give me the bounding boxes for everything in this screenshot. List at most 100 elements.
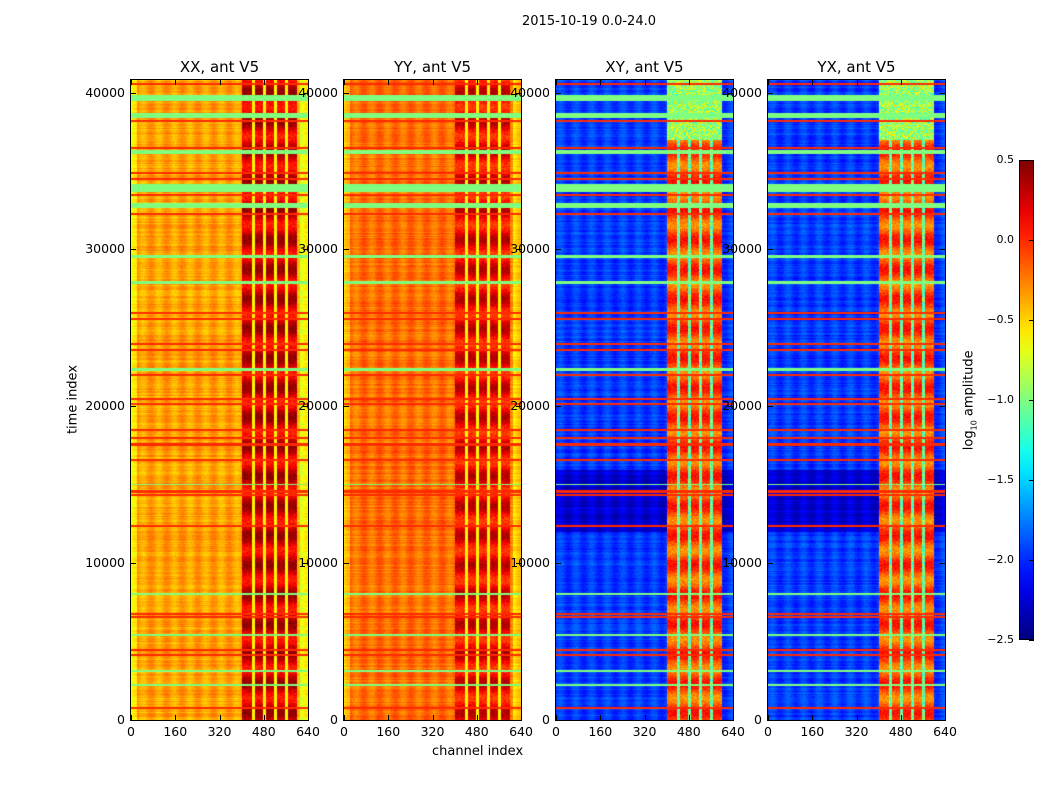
y-tick-label: 10000 xyxy=(722,555,762,571)
y-tick xyxy=(344,406,349,408)
y-tick xyxy=(768,92,773,94)
panel-title: XY, ant V5 xyxy=(605,58,684,76)
y-tick xyxy=(131,92,136,94)
x-tick xyxy=(600,715,602,720)
y-tick-label: 0 xyxy=(330,712,338,727)
heatmap-panel xyxy=(767,79,946,721)
x-tick-label: 0 xyxy=(552,724,560,739)
y-tick xyxy=(344,563,349,565)
x-tick xyxy=(812,715,814,720)
y-tick xyxy=(940,563,945,565)
heatmap-panel xyxy=(130,79,309,721)
colorbar-tick xyxy=(1029,400,1034,401)
y-tick xyxy=(940,92,945,94)
x-tick-label: 160 xyxy=(588,724,613,739)
x-tick-label: 640 xyxy=(721,724,745,739)
y-tick xyxy=(768,563,773,565)
y-tick xyxy=(303,249,308,251)
y-tick-label: 20000 xyxy=(298,398,338,414)
x-tick xyxy=(688,80,690,85)
y-tick xyxy=(768,720,773,721)
y-tick xyxy=(940,406,945,408)
x-tick xyxy=(644,715,646,720)
x-tick xyxy=(856,80,858,85)
x-tick-label: 480 xyxy=(251,724,276,739)
y-tick xyxy=(303,406,308,408)
colorbar-tick xyxy=(1029,640,1034,641)
heatmap-image xyxy=(344,80,521,720)
colorbar-tick-label: 0.5 xyxy=(996,153,1015,166)
y-tick xyxy=(303,92,308,94)
x-tick-label: 480 xyxy=(888,724,913,739)
x-tick xyxy=(263,715,265,720)
x-tick xyxy=(733,715,734,720)
x-tick xyxy=(131,715,132,720)
y-tick xyxy=(516,249,521,251)
y-tick xyxy=(556,249,561,251)
x-tick-label: 640 xyxy=(509,724,533,739)
x-tick-label: 480 xyxy=(464,724,489,739)
x-tick xyxy=(263,80,265,85)
heatmap-image xyxy=(131,80,308,720)
y-tick-label: 40000 xyxy=(298,84,338,100)
colorbar-tick-label: −1.5 xyxy=(987,473,1014,486)
colorbar-tick-label: −2.5 xyxy=(987,633,1014,646)
y-tick-label: 30000 xyxy=(85,241,125,257)
x-tick-label: 160 xyxy=(800,724,825,739)
colorbar-tick-label: −0.5 xyxy=(987,313,1014,326)
x-tick xyxy=(900,80,902,85)
x-tick xyxy=(600,80,602,85)
x-tick xyxy=(344,715,345,720)
y-tick xyxy=(344,720,349,721)
y-tick xyxy=(728,720,733,721)
colorbar-label: log10 amplitude xyxy=(961,350,979,451)
y-tick xyxy=(940,249,945,251)
y-tick-label: 30000 xyxy=(298,241,338,257)
colorbar-tick-label: 0.0 xyxy=(996,233,1015,246)
y-tick-label: 20000 xyxy=(722,398,762,414)
x-tick xyxy=(521,80,522,85)
y-tick xyxy=(303,563,308,565)
y-tick-label: 0 xyxy=(117,712,125,727)
x-tick-label: 0 xyxy=(127,724,135,739)
panel-title: XX, ant V5 xyxy=(179,58,260,76)
heatmap-image xyxy=(768,80,945,720)
y-tick xyxy=(516,720,521,721)
x-tick xyxy=(945,715,946,720)
x-tick-label: 480 xyxy=(676,724,701,739)
y-tick-label: 10000 xyxy=(298,555,338,571)
x-tick-label: 640 xyxy=(933,724,957,739)
y-tick xyxy=(131,563,136,565)
y-tick xyxy=(303,720,308,721)
x-axis-label: channel index xyxy=(432,744,524,759)
y-tick xyxy=(516,406,521,408)
x-tick-label: 0 xyxy=(340,724,348,739)
x-tick xyxy=(556,80,557,85)
y-tick xyxy=(516,563,521,565)
x-tick xyxy=(812,80,814,85)
x-tick xyxy=(900,715,902,720)
colorbar-tick-label: −2.0 xyxy=(987,553,1014,566)
y-tick-label: 0 xyxy=(754,712,762,727)
x-tick-label: 320 xyxy=(844,724,869,739)
y-axis-label: time index xyxy=(65,364,81,435)
colorbar-tick xyxy=(1029,160,1034,161)
y-tick xyxy=(768,249,773,251)
y-tick-label: 0 xyxy=(542,712,550,727)
x-tick xyxy=(308,715,309,720)
x-tick-label: 320 xyxy=(632,724,657,739)
x-tick-label: 0 xyxy=(764,724,772,739)
colorbar-tick xyxy=(1029,560,1034,561)
y-tick xyxy=(768,406,773,408)
x-tick-label: 320 xyxy=(420,724,445,739)
heatmap-panel xyxy=(343,79,522,721)
x-tick-label: 160 xyxy=(163,724,188,739)
y-tick xyxy=(131,406,136,408)
x-tick xyxy=(219,80,221,85)
x-tick xyxy=(476,715,478,720)
x-tick xyxy=(219,715,221,720)
x-tick xyxy=(432,715,434,720)
y-tick xyxy=(728,406,733,408)
x-tick xyxy=(344,80,345,85)
